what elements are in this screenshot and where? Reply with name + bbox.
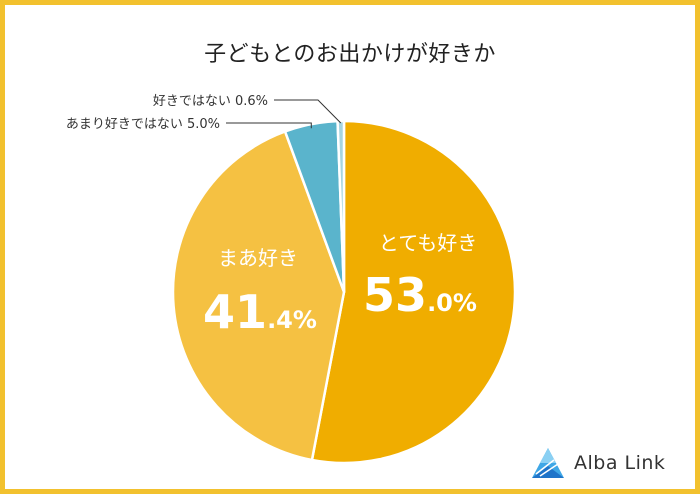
slice-value-int: 53 bbox=[363, 268, 427, 322]
slice-label-amari-sukidewanai: あまり好きではない 5.0% bbox=[66, 117, 220, 132]
slice-label-sukidewanai: 好きではない 0.6% bbox=[153, 94, 268, 109]
pie-slice-0 bbox=[310, 119, 517, 465]
pie-slice-3 bbox=[336, 119, 346, 294]
pie-slice-1 bbox=[171, 130, 346, 462]
brand-name: Alba Link bbox=[574, 452, 666, 474]
slice-value-dec: .0% bbox=[427, 289, 477, 317]
slice-value-int: 41 bbox=[203, 285, 267, 339]
leader-line-amari-sukidewanai bbox=[226, 122, 312, 129]
slice-label-totemo-suki: とても好き bbox=[379, 231, 477, 255]
slice-label-maa-suki: まあ好き bbox=[218, 246, 298, 270]
slice-value-maa-suki: 41.4% bbox=[203, 285, 317, 339]
brand-logo: Alba Link bbox=[530, 446, 665, 480]
slice-value-dec: .4% bbox=[267, 306, 317, 334]
slice-value-totemo-suki: 53.0% bbox=[363, 268, 477, 322]
alba-link-logo-icon bbox=[532, 448, 564, 478]
chart-title: 子どもとのお出かけが好きか bbox=[204, 42, 496, 67]
leader-line-sukidewanai bbox=[274, 99, 342, 124]
